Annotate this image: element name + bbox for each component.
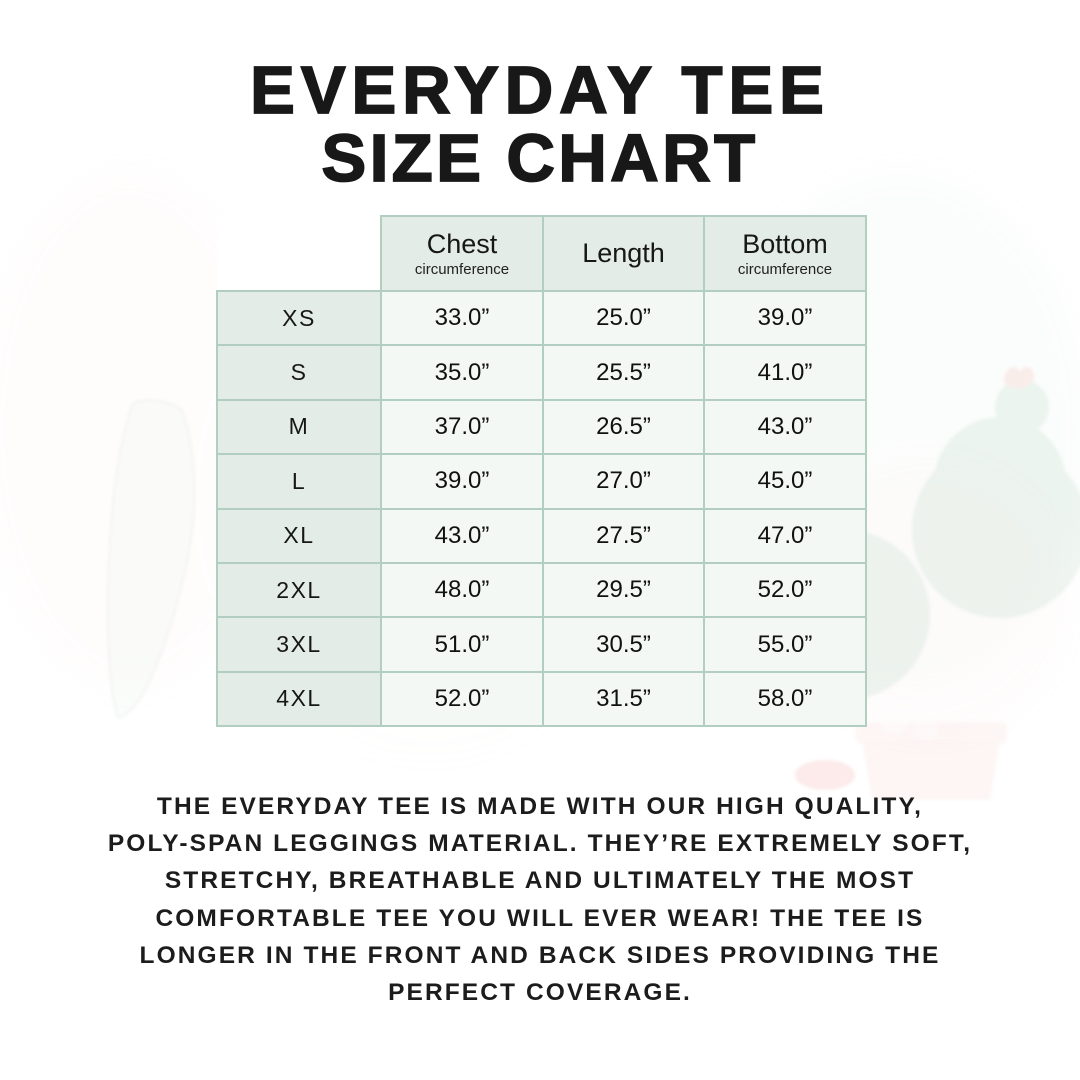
svg-text:SIZE CHART: SIZE CHART [322, 121, 759, 196]
svg-text:EVERYDAY TEE: EVERYDAY TEE [250, 53, 830, 128]
